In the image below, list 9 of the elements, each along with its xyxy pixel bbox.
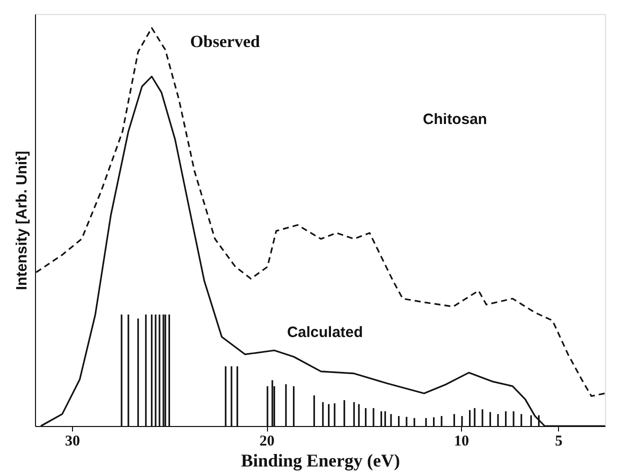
x-tick-label: 10 (454, 434, 470, 450)
x-tick-label: 30 (64, 434, 80, 450)
annotation: Observed (190, 32, 260, 51)
annotation: Chitosan (422, 111, 488, 128)
annotation: Calculated (287, 324, 363, 341)
x-tick-label: 5 (555, 434, 563, 450)
x-tick-label: 20 (260, 434, 274, 450)
y-axis-title: Intensity [Arb. Unit] (14, 150, 30, 290)
x-axis-title: Binding Energy (eV) (240, 450, 400, 470)
